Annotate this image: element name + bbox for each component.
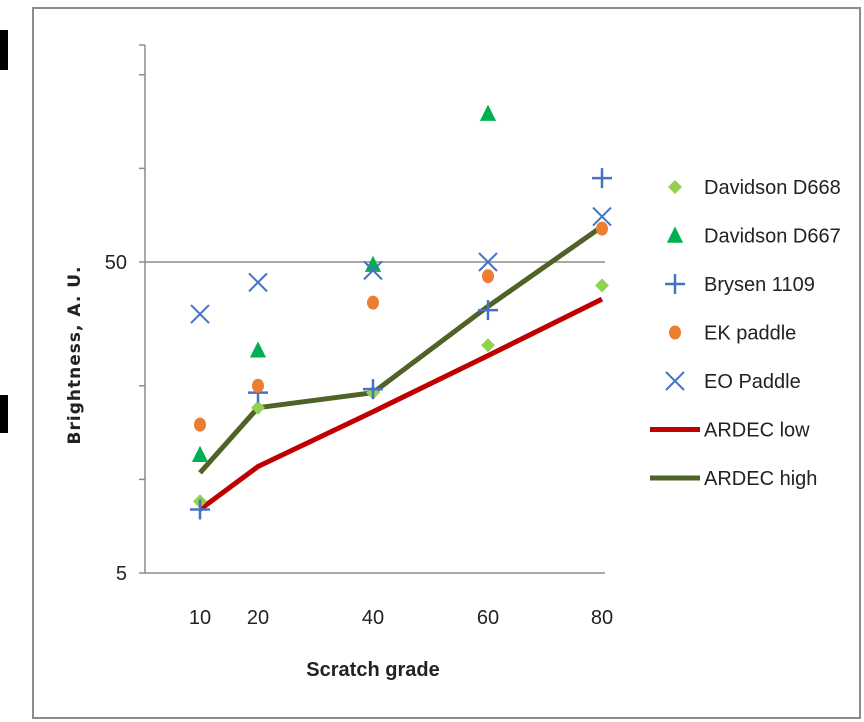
data-point-ek-paddle bbox=[252, 378, 264, 393]
x-tick-label: 40 bbox=[362, 607, 384, 629]
data-point-ek-paddle bbox=[367, 295, 379, 310]
y-axis-title: Brightness, A. U. bbox=[65, 266, 85, 445]
data-point-eo-paddle bbox=[248, 272, 268, 293]
axes bbox=[139, 44, 605, 574]
edge-mark-bottom bbox=[0, 395, 8, 433]
y-tick-labels: 5 50 bbox=[105, 252, 127, 585]
data-point-davidson-d668 bbox=[595, 278, 609, 293]
data-point-davidson-d667 bbox=[249, 341, 267, 358]
data-point-brysen-1109 bbox=[592, 168, 612, 189]
legend-swatch-ek-paddle bbox=[669, 325, 681, 340]
legend-label-ek-paddle: EK paddle bbox=[704, 323, 796, 345]
legend-label-davidson-d667: Davidson D667 bbox=[704, 226, 841, 248]
edge-mark-top bbox=[0, 30, 8, 70]
legend-swatch-brysen-1109 bbox=[665, 274, 685, 294]
data-point-davidson-d668 bbox=[481, 338, 495, 353]
data-point-ek-paddle bbox=[482, 269, 494, 284]
y-tick-label: 5 bbox=[116, 563, 127, 585]
series-line-ardec-low bbox=[198, 296, 604, 512]
legend: Davidson D668 Davidson D667 Brysen 1109 EK … bbox=[650, 177, 841, 490]
x-tick-labels: 10 20 40 60 80 bbox=[189, 607, 613, 629]
legend-label-eo-paddle: EO Paddle bbox=[704, 371, 801, 393]
data-point-brysen-1109 bbox=[190, 499, 210, 520]
data-point-brysen-1109 bbox=[363, 379, 383, 400]
legend-label-ardec-low: ARDEC low bbox=[704, 420, 810, 442]
data-point-davidson-d668 bbox=[251, 400, 265, 415]
legend-swatch-davidson-d667 bbox=[666, 226, 684, 243]
x-tick-label: 80 bbox=[591, 607, 613, 629]
x-tick-label: 60 bbox=[477, 607, 499, 629]
data-point-eo-paddle bbox=[363, 260, 383, 281]
data-point-davidson-d667 bbox=[191, 445, 209, 462]
legend-swatch-eo-paddle bbox=[665, 371, 685, 391]
data-point-davidson-d667 bbox=[364, 255, 382, 272]
y-tick-label: 50 bbox=[105, 252, 127, 274]
data-point-eo-paddle bbox=[478, 252, 498, 272]
series bbox=[190, 104, 612, 520]
data-point-eo-paddle bbox=[592, 206, 612, 227]
x-tick-label: 10 bbox=[189, 607, 211, 629]
x-tick-label: 20 bbox=[247, 607, 269, 629]
legend-label-brysen-1109: Brysen 1109 bbox=[704, 274, 815, 296]
legend-label-ardec-high: ARDEC high bbox=[704, 468, 817, 490]
data-point-ek-paddle bbox=[596, 221, 608, 236]
data-point-ek-paddle bbox=[194, 417, 206, 432]
data-point-davidson-d667 bbox=[479, 104, 497, 121]
legend-swatch-davidson-d668 bbox=[668, 180, 682, 194]
data-point-eo-paddle bbox=[190, 304, 210, 324]
legend-label-davidson-d668: Davidson D668 bbox=[704, 177, 841, 199]
chart-frame bbox=[32, 7, 861, 719]
data-point-brysen-1109 bbox=[478, 300, 498, 321]
x-axis-title: Scratch grade bbox=[306, 659, 439, 681]
